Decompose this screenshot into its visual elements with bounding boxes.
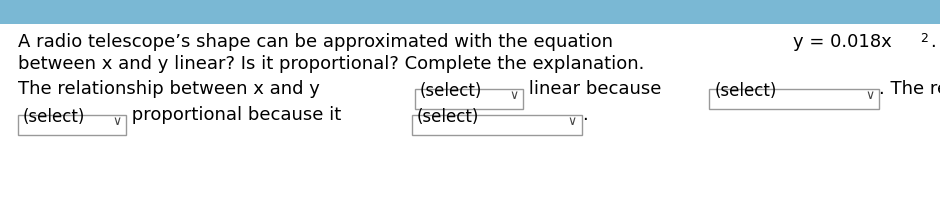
Text: ∨: ∨: [866, 89, 874, 102]
Text: ∨: ∨: [568, 115, 577, 128]
Text: linear because: linear because: [524, 80, 667, 98]
FancyBboxPatch shape: [710, 89, 880, 109]
Text: .: .: [582, 106, 588, 124]
Text: A radio telescope’s shape can be approximated with the equation: A radio telescope’s shape can be approxi…: [18, 33, 619, 51]
Text: (select): (select): [714, 82, 776, 100]
FancyBboxPatch shape: [0, 24, 940, 202]
Text: proportional because it: proportional because it: [127, 106, 348, 124]
Text: (select): (select): [420, 82, 482, 100]
Text: (select): (select): [416, 108, 479, 126]
Text: (select): (select): [23, 108, 86, 126]
Text: . The relationship: . The relationship: [880, 80, 940, 98]
Text: ∨: ∨: [509, 89, 519, 102]
Text: The relationship between x and y: The relationship between x and y: [18, 80, 325, 98]
FancyBboxPatch shape: [18, 115, 127, 135]
Text: 2: 2: [920, 32, 929, 45]
FancyBboxPatch shape: [415, 89, 524, 109]
Text: y = 0.018x: y = 0.018x: [793, 33, 892, 51]
Text: . Is the relationship: . Is the relationship: [931, 33, 940, 51]
FancyBboxPatch shape: [0, 0, 940, 24]
Text: between x and y linear? Is it proportional? Complete the explanation.: between x and y linear? Is it proportion…: [18, 55, 645, 73]
FancyBboxPatch shape: [412, 115, 582, 135]
Text: ∨: ∨: [113, 115, 121, 128]
